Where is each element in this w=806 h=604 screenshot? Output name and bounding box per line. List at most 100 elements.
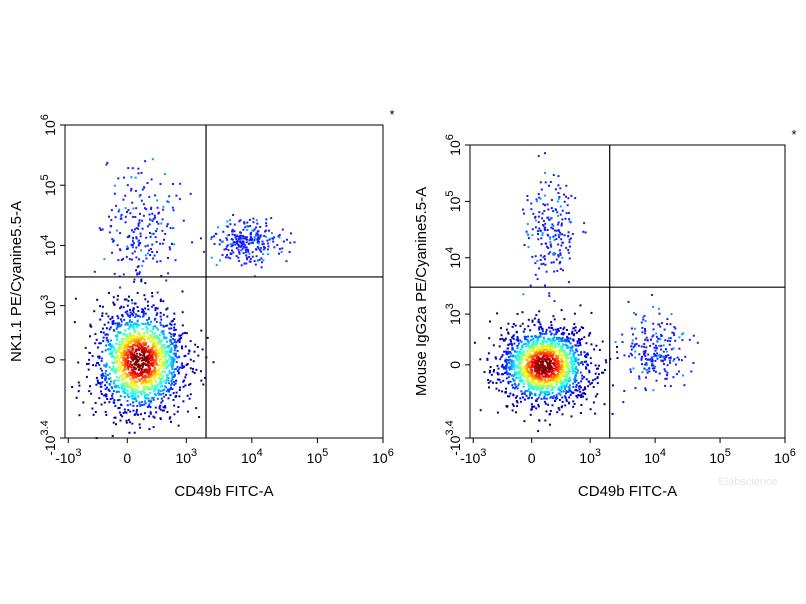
event-dot: [567, 390, 570, 393]
event-dot: [658, 312, 661, 315]
event-dot: [564, 386, 566, 389]
event-dot: [510, 340, 512, 343]
event-dot: [601, 340, 604, 343]
event-dot: [523, 354, 526, 357]
event-dot: [657, 337, 660, 340]
event-dot: [116, 315, 119, 318]
event-dot: [146, 364, 149, 366]
event-dot: [140, 171, 143, 174]
event-dot: [173, 326, 176, 329]
event-dot: [507, 356, 510, 359]
event-dot: [244, 246, 247, 249]
event-dot: [543, 255, 546, 258]
event-dot: [590, 382, 593, 385]
event-dot: [623, 354, 626, 357]
event-dot: [548, 184, 550, 187]
event-dot: [550, 343, 553, 346]
event-dot: [71, 386, 74, 388]
event-dot: [546, 350, 549, 353]
event-dot: [202, 250, 205, 253]
event-dot: [154, 406, 157, 409]
event-dot: [136, 385, 139, 388]
event-dot: [240, 234, 242, 237]
event-dot: [262, 248, 265, 251]
event-dot: [559, 348, 562, 351]
event-dot: [532, 375, 535, 378]
event-dot: [507, 359, 510, 362]
x-tick-label: 0: [123, 450, 131, 466]
event-dot: [184, 354, 187, 357]
event-dot: [516, 336, 519, 339]
event-dot: [135, 410, 138, 413]
event-dot: [554, 399, 557, 402]
event-dot: [166, 411, 169, 413]
event-dot: [672, 359, 675, 362]
event-dot: [137, 324, 140, 327]
event-dot: [642, 318, 645, 321]
event-dot: [126, 364, 129, 367]
event-dot: [108, 328, 111, 331]
event-dot: [532, 358, 535, 361]
event-dot: [550, 389, 553, 391]
event-dot: [638, 353, 641, 356]
event-dot: [560, 361, 563, 364]
event-dot: [124, 376, 127, 379]
event-dot: [589, 408, 592, 411]
event-dot: [130, 325, 133, 328]
event-dot: [650, 360, 653, 363]
event-dot: [143, 403, 146, 406]
event-dot: [658, 344, 660, 347]
event-dot: [658, 353, 661, 356]
event-dot: [75, 396, 78, 399]
event-dot: [154, 375, 157, 378]
event-dot: [138, 367, 141, 369]
event-dot: [539, 229, 542, 232]
event-dot: [681, 339, 684, 342]
event-dot: [536, 342, 539, 345]
event-dot: [519, 339, 522, 342]
event-dot: [136, 344, 139, 347]
event-dot: [134, 322, 137, 325]
event-dot: [573, 323, 576, 326]
event-dot: [95, 338, 98, 341]
event-dot: [129, 212, 132, 215]
event-dot: [549, 343, 551, 346]
event-dot: [153, 370, 156, 373]
event-dot: [587, 334, 590, 337]
event-dot: [552, 210, 555, 213]
event-dot: [559, 350, 562, 353]
event-dot: [656, 357, 659, 360]
event-dot: [528, 355, 531, 358]
event-dot: [525, 376, 528, 378]
event-dot: [574, 360, 577, 363]
event-dot: [655, 379, 658, 382]
event-dot: [150, 219, 153, 222]
event-dot: [675, 373, 678, 376]
event-dot: [541, 212, 544, 215]
event-dot: [112, 322, 115, 325]
event-dot: [163, 337, 165, 340]
event-dot: [182, 400, 185, 403]
event-dot: [563, 234, 566, 237]
event-dot: [161, 349, 163, 352]
event-dot: [596, 382, 599, 385]
event-dot: [176, 356, 179, 359]
event-dot: [157, 222, 160, 225]
event-dot: [556, 376, 559, 379]
event-dot: [127, 368, 130, 371]
event-dot: [170, 420, 172, 423]
event-dot: [89, 335, 91, 338]
event-dot: [129, 403, 132, 406]
event-dot: [525, 394, 528, 397]
event-dot: [128, 234, 131, 237]
event-dot: [519, 325, 522, 328]
event-dot: [530, 380, 533, 382]
event-dot: [131, 378, 134, 381]
event-dot: [265, 222, 268, 225]
event-dot: [669, 323, 672, 326]
event-dot: [278, 247, 281, 250]
event-dot: [505, 377, 508, 380]
event-dot: [146, 244, 149, 247]
event-dot: [138, 221, 141, 224]
event-dot: [577, 354, 580, 357]
